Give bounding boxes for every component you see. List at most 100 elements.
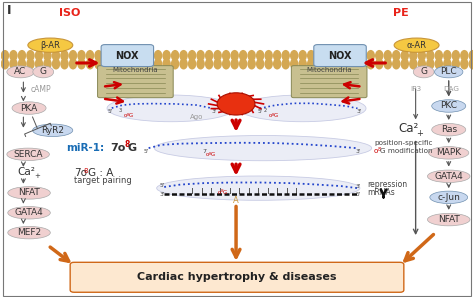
Text: 5': 5': [258, 109, 264, 114]
Text: o: o: [374, 148, 378, 154]
Ellipse shape: [77, 50, 86, 61]
Ellipse shape: [86, 58, 94, 69]
Ellipse shape: [8, 207, 50, 219]
Ellipse shape: [247, 50, 256, 61]
Ellipse shape: [9, 50, 18, 61]
Text: o: o: [218, 190, 221, 195]
Text: 3': 3': [356, 184, 361, 190]
Ellipse shape: [426, 58, 435, 69]
Ellipse shape: [128, 50, 137, 61]
Ellipse shape: [366, 50, 375, 61]
Text: I: I: [7, 4, 11, 17]
Ellipse shape: [316, 50, 324, 61]
Text: Ras: Ras: [441, 125, 457, 134]
Ellipse shape: [290, 58, 299, 69]
Ellipse shape: [8, 226, 50, 239]
FancyBboxPatch shape: [70, 262, 404, 292]
Ellipse shape: [146, 50, 154, 61]
Ellipse shape: [332, 58, 341, 69]
FancyBboxPatch shape: [98, 66, 173, 98]
Ellipse shape: [94, 50, 103, 61]
Text: mRNAs: mRNAs: [367, 187, 395, 196]
Text: Ca²: Ca²: [18, 167, 36, 177]
Text: o: o: [206, 153, 209, 157]
Ellipse shape: [0, 50, 9, 61]
Ellipse shape: [435, 66, 463, 78]
Ellipse shape: [69, 58, 77, 69]
Text: MEF2: MEF2: [17, 228, 41, 237]
Ellipse shape: [375, 58, 383, 69]
Ellipse shape: [366, 58, 375, 69]
Ellipse shape: [299, 58, 307, 69]
Ellipse shape: [103, 58, 111, 69]
Text: 3': 3': [160, 192, 165, 197]
Ellipse shape: [26, 50, 35, 61]
Text: 7: 7: [203, 149, 207, 153]
Text: 8: 8: [127, 113, 129, 117]
Text: MAPK: MAPK: [436, 148, 461, 157]
Text: ROS: ROS: [224, 99, 248, 109]
Ellipse shape: [60, 50, 69, 61]
Text: 5': 5': [356, 192, 361, 197]
Ellipse shape: [120, 58, 128, 69]
Ellipse shape: [239, 50, 247, 61]
Text: 7o: 7o: [74, 168, 87, 178]
Ellipse shape: [107, 95, 235, 122]
Ellipse shape: [9, 58, 18, 69]
Ellipse shape: [426, 50, 435, 61]
Ellipse shape: [443, 50, 452, 61]
Text: G: G: [127, 142, 136, 153]
Ellipse shape: [35, 58, 43, 69]
Ellipse shape: [341, 50, 349, 61]
Text: β-AR: β-AR: [40, 41, 60, 50]
Text: G: G: [129, 113, 133, 118]
Ellipse shape: [290, 50, 299, 61]
Text: Ago: Ago: [190, 114, 203, 120]
Ellipse shape: [256, 50, 264, 61]
Text: repression: repression: [367, 180, 407, 189]
Ellipse shape: [432, 123, 466, 136]
Text: AC: AC: [14, 67, 27, 76]
Text: NOX: NOX: [116, 51, 139, 60]
Ellipse shape: [179, 50, 188, 61]
Ellipse shape: [299, 50, 307, 61]
Ellipse shape: [33, 124, 73, 136]
Ellipse shape: [256, 58, 264, 69]
Ellipse shape: [264, 50, 273, 61]
Ellipse shape: [33, 66, 54, 78]
Text: 3': 3': [211, 109, 217, 114]
Ellipse shape: [349, 58, 358, 69]
Ellipse shape: [217, 93, 255, 115]
Text: 8: 8: [272, 113, 275, 117]
Ellipse shape: [188, 58, 196, 69]
Ellipse shape: [222, 50, 230, 61]
Ellipse shape: [137, 58, 146, 69]
Ellipse shape: [469, 58, 474, 69]
Ellipse shape: [401, 50, 409, 61]
Text: 5': 5': [144, 149, 149, 153]
Ellipse shape: [392, 58, 401, 69]
Ellipse shape: [282, 58, 290, 69]
Ellipse shape: [162, 58, 171, 69]
Ellipse shape: [154, 58, 162, 69]
Ellipse shape: [264, 58, 273, 69]
Ellipse shape: [196, 58, 205, 69]
Ellipse shape: [0, 58, 9, 69]
Text: 3': 3': [356, 149, 361, 153]
Ellipse shape: [428, 147, 469, 159]
Ellipse shape: [43, 58, 52, 69]
Ellipse shape: [316, 58, 324, 69]
Ellipse shape: [137, 50, 146, 61]
Ellipse shape: [383, 50, 392, 61]
Text: DAG: DAG: [443, 86, 459, 92]
Ellipse shape: [435, 50, 443, 61]
Text: PLC: PLC: [440, 67, 457, 76]
Ellipse shape: [52, 50, 60, 61]
Ellipse shape: [428, 213, 470, 226]
Ellipse shape: [418, 50, 426, 61]
Text: Ca²: Ca²: [398, 122, 418, 135]
Ellipse shape: [128, 58, 137, 69]
Ellipse shape: [94, 58, 103, 69]
Ellipse shape: [205, 50, 213, 61]
Ellipse shape: [120, 50, 128, 61]
